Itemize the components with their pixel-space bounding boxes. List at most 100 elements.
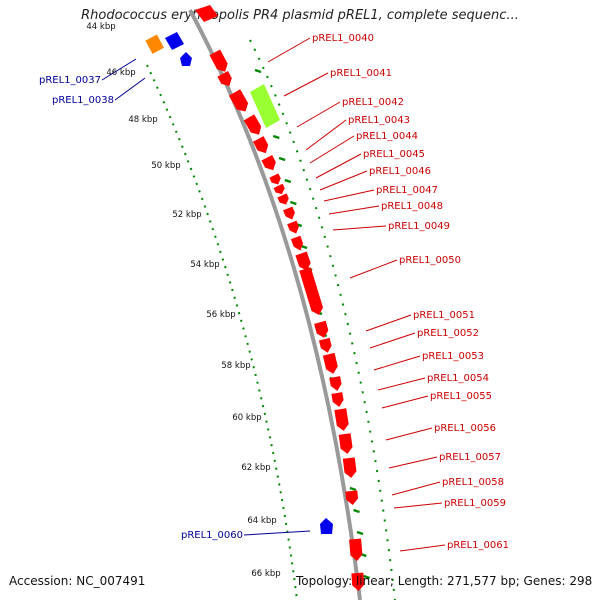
- ruler-label: 52 kbp: [172, 210, 201, 220]
- tick-mark: [363, 574, 370, 580]
- label-leader-line: [377, 377, 426, 391]
- gene-label-forward[interactable]: pREL1_0040: [312, 33, 374, 44]
- gene-label-forward[interactable]: pREL1_0053: [422, 351, 484, 362]
- gene-feature-red[interactable]: [318, 337, 333, 354]
- label-leader-line: [309, 135, 355, 164]
- gene-label-forward[interactable]: pREL1_0047: [376, 185, 438, 196]
- tick-mark: [254, 68, 262, 74]
- gene-label-forward[interactable]: pREL1_0058: [442, 477, 504, 488]
- gene-feature-red[interactable]: [349, 538, 363, 562]
- label-leader-line: [369, 332, 416, 349]
- gene-feature-red[interactable]: [195, 5, 218, 22]
- gene-feature-red[interactable]: [209, 49, 231, 74]
- gene-feature-red[interactable]: [273, 183, 287, 196]
- gene-feature-red[interactable]: [329, 376, 342, 392]
- tick-mark: [300, 244, 308, 250]
- gene-feature-red[interactable]: [345, 490, 359, 505]
- label-leader-line: [391, 481, 441, 496]
- gene-feature-red[interactable]: [334, 408, 349, 432]
- inner-dotted-track: [146, 64, 298, 600]
- gene-label-forward[interactable]: pREL1_0046: [369, 166, 431, 177]
- gene-label-forward[interactable]: pREL1_0044: [356, 131, 418, 142]
- label-leader-line: [305, 119, 347, 151]
- gene-label-reverse[interactable]: pREL1_0037: [39, 75, 101, 86]
- tick-mark: [349, 486, 357, 492]
- tick-mark: [289, 200, 297, 206]
- gene-label-forward[interactable]: pREL1_0049: [388, 221, 450, 232]
- gene-label-forward[interactable]: pREL1_0055: [430, 391, 492, 402]
- gene-feature-red[interactable]: [228, 89, 251, 115]
- gene-label-forward[interactable]: pREL1_0057: [439, 452, 501, 463]
- label-leader-line: [323, 189, 375, 202]
- gene-feature-red[interactable]: [351, 572, 365, 592]
- label-leader-line: [319, 170, 368, 191]
- gene-labels: pREL1_0040 pREL1_0041 pREL1_0042 pREL1_0043…: [39, 33, 509, 551]
- gene-feature-red[interactable]: [252, 136, 271, 156]
- gene-label-forward[interactable]: pREL1_0054: [427, 373, 489, 384]
- gene-label-reverse[interactable]: pREL1_0060: [181, 530, 243, 541]
- gene-label-forward[interactable]: pREL1_0051: [413, 310, 475, 321]
- label-leader-line: [373, 355, 421, 371]
- accession-text: Accession: NC_007491: [9, 574, 146, 588]
- gene-feature-red[interactable]: [261, 155, 278, 173]
- gene-label-forward[interactable]: pREL1_0059: [444, 498, 506, 509]
- gene-feature-green[interactable]: [250, 84, 280, 128]
- gene-feature-red[interactable]: [322, 352, 339, 375]
- ruler-label: 66 kbp: [251, 569, 280, 579]
- gene-label-forward[interactable]: pREL1_0045: [363, 149, 425, 160]
- gene-feature-red[interactable]: [217, 71, 234, 89]
- gene-feature-red[interactable]: [295, 251, 312, 273]
- gene-label-forward[interactable]: pREL1_0043: [348, 115, 410, 126]
- gene-label-forward[interactable]: pREL1_0048: [381, 201, 443, 212]
- gene-feature-blue[interactable]: [320, 518, 333, 534]
- gene-feature-red[interactable]: [283, 206, 297, 222]
- gene-feature-orange[interactable]: [145, 34, 164, 54]
- gene-label-forward[interactable]: pREL1_0061: [447, 540, 509, 551]
- gene-feature-red[interactable]: [269, 173, 282, 186]
- label-leader-line: [381, 395, 429, 409]
- gene-feature-red[interactable]: [338, 433, 354, 454]
- ruler-label: 50 kbp: [151, 161, 180, 171]
- label-leader-line: [328, 205, 380, 215]
- gene-feature-red[interactable]: [277, 193, 290, 206]
- gene-feature-blue[interactable]: [165, 32, 184, 50]
- tick-mark: [272, 134, 280, 140]
- tick-mark: [278, 156, 286, 162]
- gene-label-forward[interactable]: pREL1_0056: [434, 423, 496, 434]
- ruler-label: 56 kbp: [206, 310, 235, 320]
- gene-feature-red[interactable]: [299, 267, 325, 316]
- label-leader-line: [393, 502, 443, 509]
- gene-label-forward[interactable]: pREL1_0050: [399, 255, 461, 266]
- ruler-label: 48 kbp: [128, 115, 157, 125]
- gene-feature-red[interactable]: [331, 392, 344, 408]
- label-leader-line: [267, 37, 311, 63]
- gene-label-reverse[interactable]: pREL1_0038: [52, 95, 114, 106]
- gene-feature-red[interactable]: [314, 320, 330, 340]
- label-leader-line: [296, 101, 341, 128]
- label-leader-line: [315, 153, 362, 179]
- gene-feature-red[interactable]: [287, 220, 301, 236]
- tick-mark: [356, 530, 364, 536]
- label-leader-line: [388, 456, 438, 469]
- gene-label-forward[interactable]: pREL1_0052: [417, 328, 479, 339]
- label-leader-line: [283, 72, 329, 97]
- label-leader-line: [243, 530, 311, 536]
- gene-label-forward[interactable]: pREL1_0041: [330, 68, 392, 79]
- ruler-label: 54 kbp: [190, 260, 219, 270]
- label-leader-lines: [101, 37, 446, 552]
- label-leader-line: [365, 314, 412, 332]
- gene-feature-red[interactable]: [342, 457, 357, 478]
- label-leader-line: [349, 259, 398, 279]
- label-leader-line: [114, 77, 146, 101]
- label-leader-line: [332, 225, 387, 231]
- plasmid-backbone: [188, 9, 362, 600]
- gene-features: [145, 5, 365, 592]
- gene-feature-blue[interactable]: [180, 52, 192, 66]
- gene-feature-red[interactable]: [290, 235, 305, 253]
- gene-label-forward[interactable]: pREL1_0042: [342, 97, 404, 108]
- gene-feature-red[interactable]: [243, 114, 264, 137]
- ruler-label: 46 kbp: [106, 68, 135, 78]
- label-leader-line: [101, 58, 137, 81]
- tick-mark: [284, 178, 292, 184]
